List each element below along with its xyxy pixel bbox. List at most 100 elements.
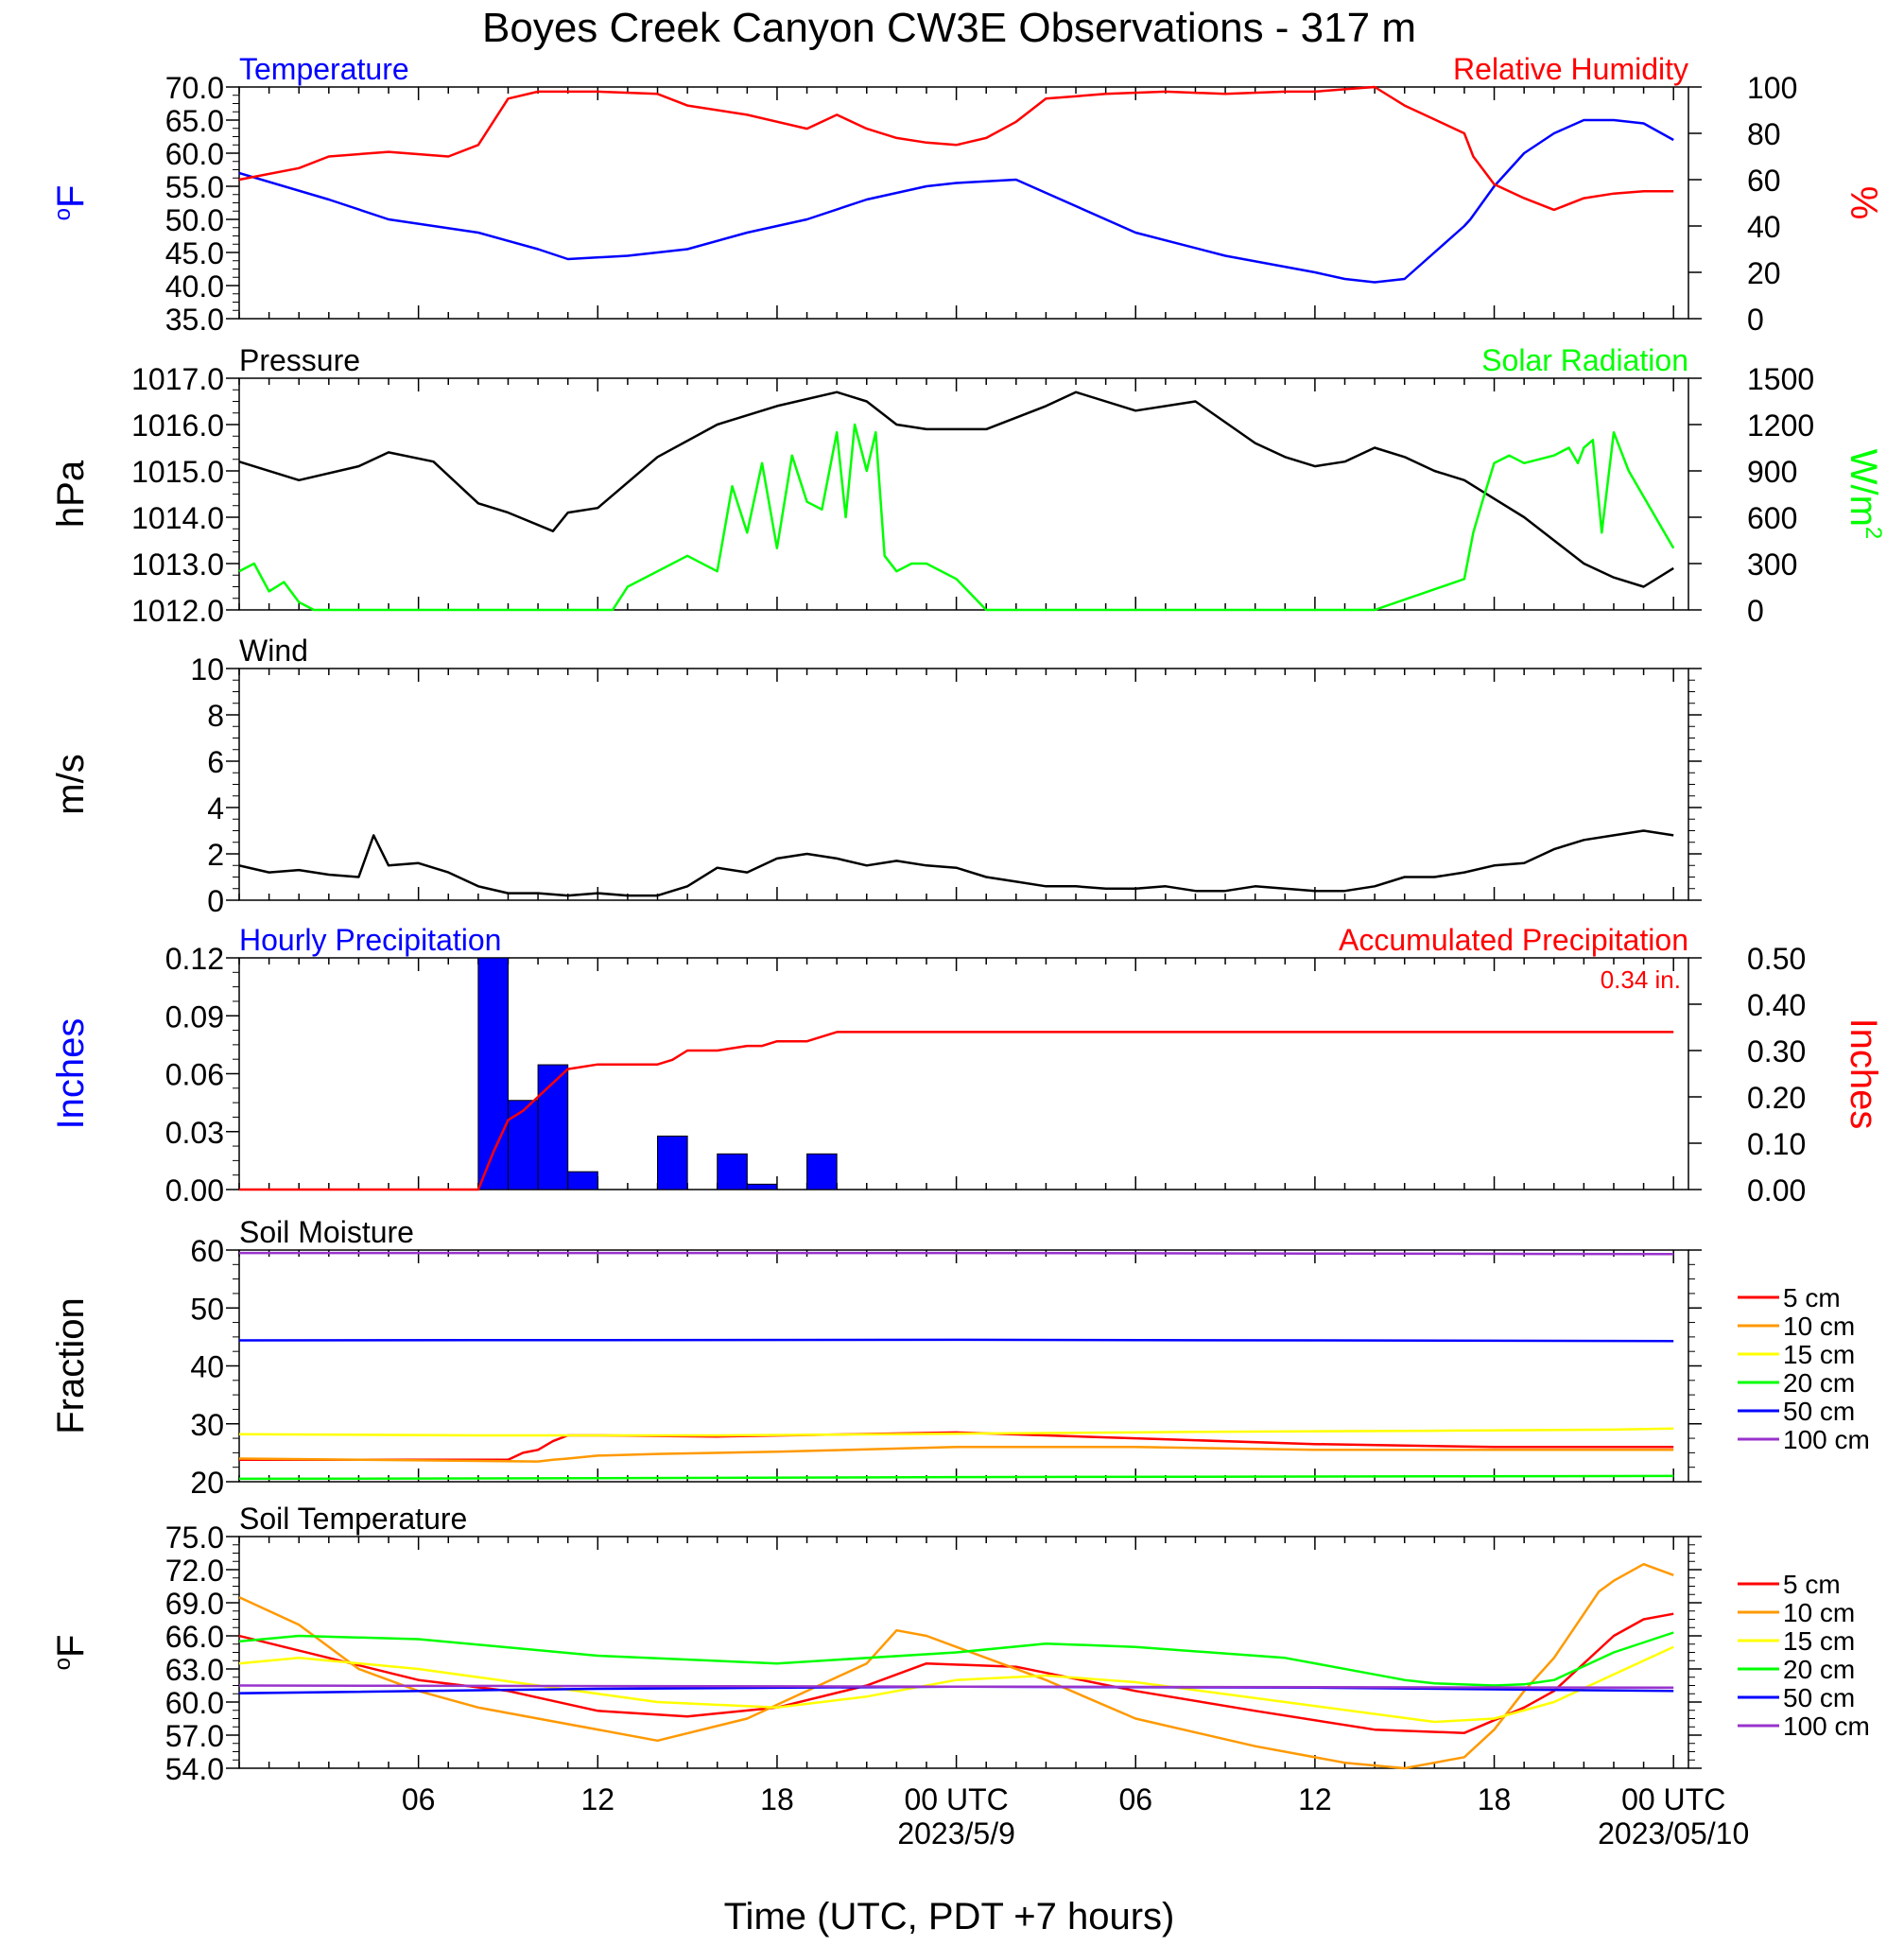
legend-label: 50 cm xyxy=(1783,1683,1855,1712)
x-axis-label: Time (UTC, PDT +7 hours) xyxy=(724,1896,1175,1937)
y-tick-label-left: 72.0 xyxy=(165,1554,224,1588)
series-line-0 xyxy=(238,118,1674,284)
y-tick-label-left: 10 xyxy=(190,652,224,686)
x-tick-label: 00 UTC xyxy=(1621,1782,1725,1816)
y-axis-label-right: Inches xyxy=(1843,1018,1884,1130)
y-tick-label-left: 65.0 xyxy=(165,104,224,138)
y-tick-label-left: 55.0 xyxy=(165,170,224,204)
y-axis-label-left: Fraction xyxy=(50,1297,92,1434)
plot-frame xyxy=(238,86,1689,320)
panel-5: 54.057.060.063.066.069.072.075.0 Soil Tem… xyxy=(50,1502,1870,1786)
y-tick-label-right: 20 xyxy=(1747,256,1781,290)
x-tick-label: 12 xyxy=(581,1782,615,1816)
y-tick-label-left: 35.0 xyxy=(165,303,224,337)
panel-title-left: Wind xyxy=(239,634,308,668)
panel-1: 1012.0 1013.0 1014.0 1015.0 1016.0 1017.0 0 300… xyxy=(50,343,1886,628)
y-tick-label-right: 0.40 xyxy=(1747,988,1806,1022)
y-tick-label-right: 1200 xyxy=(1747,408,1814,443)
legend-label: 20 cm xyxy=(1783,1368,1855,1398)
y-tick-label-left: 0.03 xyxy=(165,1116,224,1150)
panel-title-left: Pressure xyxy=(239,343,360,377)
series-line-20-cm xyxy=(238,1474,1674,1481)
series-line-0 xyxy=(238,829,1674,897)
legend-label: 100 cm xyxy=(1783,1711,1870,1741)
y-tick-label-right: 80 xyxy=(1747,117,1781,151)
panel-title-right: Solar Radiation xyxy=(1481,343,1688,377)
y-tick-label-right: 60 xyxy=(1747,164,1781,198)
precip-bar xyxy=(657,1135,688,1190)
x-tick-label: 18 xyxy=(1478,1782,1512,1816)
panel-0: 35.040.045.050.055.060.065.070.0 0 20 40 60 8… xyxy=(50,52,1884,337)
y-tick-label-left: 4 xyxy=(207,791,224,825)
y-tick-label-right: 40 xyxy=(1747,210,1781,244)
y-tick-label-left: 54.0 xyxy=(165,1752,224,1786)
y-tick-label-left: 40 xyxy=(190,1350,224,1384)
legend-label: 100 cm xyxy=(1783,1425,1870,1454)
series-line-0 xyxy=(238,391,1674,588)
y-tick-label-left: 1013.0 xyxy=(131,547,224,582)
y-tick-label-right: 0.20 xyxy=(1747,1081,1806,1115)
y-tick-label-left: 1016.0 xyxy=(131,408,224,443)
panel-title-left: Soil Moisture xyxy=(239,1215,414,1249)
panel-3: 0.00 0.03 0.06 0.09 0.12 0.00 0.10 0.20 0.30 0.40… xyxy=(50,923,1884,1208)
series-line-1 xyxy=(238,423,1675,612)
y-axis-label-right: % xyxy=(1843,186,1884,220)
y-axis-label-right: W/m2 xyxy=(1843,449,1886,540)
unit-exponent: 2 xyxy=(1861,527,1886,539)
y-axis-label-left: hPa xyxy=(50,460,92,528)
series-line-15-cm xyxy=(238,1427,1674,1437)
series-line-100-cm xyxy=(238,1684,1674,1690)
y-tick-label-left: 0.00 xyxy=(165,1173,224,1208)
series-line-10-cm xyxy=(238,1562,1674,1770)
y-tick-label-left: 8 xyxy=(207,699,224,733)
y-tick-label-left: 66.0 xyxy=(165,1620,224,1654)
panel-title-right: Relative Humidity xyxy=(1453,52,1688,86)
legend-label: 5 cm xyxy=(1783,1570,1841,1599)
panel-2: 0 2 4 6 8 10 Wind m/s xyxy=(50,634,1702,918)
y-tick-label-left: 6 xyxy=(207,745,224,779)
y-tick-label-right: 0.30 xyxy=(1747,1034,1806,1069)
y-tick-label-left: 57.0 xyxy=(165,1719,224,1753)
y-tick-label-right: 600 xyxy=(1747,501,1797,535)
y-tick-label-right: 0 xyxy=(1747,303,1764,337)
legend-label: 50 cm xyxy=(1783,1397,1855,1426)
precip-bar xyxy=(717,1153,748,1190)
series-line-1 xyxy=(238,85,1674,212)
y-tick-label-left: 45.0 xyxy=(165,236,224,270)
precip-bar xyxy=(507,1100,539,1190)
panel-title-left: Hourly Precipitation xyxy=(239,923,501,957)
y-tick-label-left: 63.0 xyxy=(165,1653,224,1687)
series-line-20-cm xyxy=(238,1631,1674,1687)
plot-frame xyxy=(238,377,1689,611)
panel-title-right: Accumulated Precipitation xyxy=(1339,923,1688,957)
y-axis-label-left: oF xyxy=(50,1635,92,1671)
panel-title-left: Soil Temperature xyxy=(239,1502,467,1536)
y-tick-label-right: 900 xyxy=(1747,455,1797,489)
x-tick-label: 18 xyxy=(760,1782,794,1816)
precip-bar xyxy=(567,1171,598,1190)
y-tick-label-left: 0.06 xyxy=(165,1058,224,1092)
x-date-label: 2023/5/9 xyxy=(897,1816,1015,1850)
y-tick-label-right: 0.00 xyxy=(1747,1173,1806,1208)
y-axis-label-left: Inches xyxy=(50,1018,92,1130)
unit-base: W/m xyxy=(1843,449,1884,527)
legend-label: 10 cm xyxy=(1783,1312,1855,1341)
y-tick-label-right: 0 xyxy=(1747,594,1764,628)
x-tick-label: 00 UTC xyxy=(904,1782,1008,1816)
accum-annotation: 0.34 in. xyxy=(1601,965,1681,994)
x-tick-label: 12 xyxy=(1298,1782,1332,1816)
y-tick-label-left: 60 xyxy=(190,1234,224,1268)
y-tick-label-left: 0.12 xyxy=(165,942,224,976)
y-tick-label-left: 70.0 xyxy=(165,71,224,105)
y-tick-label-left: 30 xyxy=(190,1408,224,1442)
degree-mark: o xyxy=(50,208,76,220)
y-tick-label-left: 0 xyxy=(207,884,224,918)
y-tick-label-left: 1017.0 xyxy=(131,362,224,396)
legend-label: 10 cm xyxy=(1783,1598,1855,1627)
plot-frame xyxy=(238,957,1689,1190)
x-tick-label: 06 xyxy=(1118,1782,1152,1816)
y-tick-label-left: 2 xyxy=(207,838,224,872)
degree-mark: o xyxy=(50,1658,76,1670)
